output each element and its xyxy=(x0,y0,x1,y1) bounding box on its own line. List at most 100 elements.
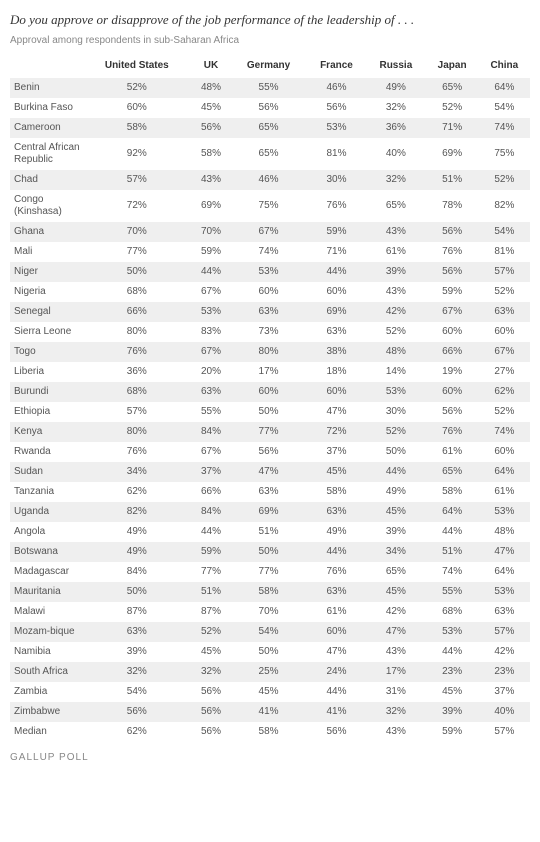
data-cell: 67% xyxy=(192,282,231,302)
data-cell: 31% xyxy=(366,682,425,702)
data-cell: 66% xyxy=(192,482,231,502)
table-row: Niger50%44%53%44%39%56%57% xyxy=(10,262,530,282)
data-cell: 47% xyxy=(307,402,366,422)
data-cell: 44% xyxy=(426,642,479,662)
row-label: Mauritania xyxy=(10,582,82,602)
source-footer: Gallup Poll xyxy=(10,752,530,763)
data-cell: 55% xyxy=(192,402,231,422)
data-cell: 25% xyxy=(230,662,306,682)
row-label: Senegal xyxy=(10,302,82,322)
table-row: Benin52%48%55%46%49%65%64% xyxy=(10,78,530,98)
data-cell: 63% xyxy=(82,622,192,642)
data-cell: 50% xyxy=(230,642,306,662)
data-cell: 84% xyxy=(82,562,192,582)
data-cell: 70% xyxy=(192,222,231,242)
data-cell: 47% xyxy=(230,462,306,482)
column-header: France xyxy=(307,56,366,78)
row-label: Mozam-bique xyxy=(10,622,82,642)
row-label: Botswana xyxy=(10,542,82,562)
data-cell: 65% xyxy=(366,562,425,582)
data-cell: 76% xyxy=(82,342,192,362)
data-cell: 60% xyxy=(307,282,366,302)
data-cell: 67% xyxy=(192,342,231,362)
data-cell: 34% xyxy=(366,542,425,562)
data-cell: 57% xyxy=(82,402,192,422)
data-cell: 20% xyxy=(192,362,231,382)
data-cell: 58% xyxy=(230,582,306,602)
data-cell: 42% xyxy=(366,602,425,622)
data-cell: 57% xyxy=(479,622,530,642)
data-cell: 63% xyxy=(307,582,366,602)
data-cell: 43% xyxy=(366,722,425,742)
data-cell: 54% xyxy=(230,622,306,642)
row-label: Liberia xyxy=(10,362,82,382)
row-label: Central African Republic xyxy=(10,138,82,170)
data-cell: 75% xyxy=(230,190,306,222)
data-cell: 62% xyxy=(82,482,192,502)
data-cell: 66% xyxy=(82,302,192,322)
data-cell: 56% xyxy=(82,702,192,722)
data-cell: 49% xyxy=(366,78,425,98)
data-cell: 45% xyxy=(426,682,479,702)
data-cell: 56% xyxy=(307,722,366,742)
data-cell: 77% xyxy=(230,562,306,582)
data-cell: 58% xyxy=(307,482,366,502)
data-cell: 65% xyxy=(426,78,479,98)
data-cell: 60% xyxy=(230,282,306,302)
data-cell: 55% xyxy=(426,582,479,602)
data-cell: 74% xyxy=(479,118,530,138)
table-row: Rwanda76%67%56%37%50%61%60% xyxy=(10,442,530,462)
data-cell: 67% xyxy=(192,442,231,462)
table-row: Zimbabwe56%56%41%41%32%39%40% xyxy=(10,702,530,722)
data-cell: 32% xyxy=(192,662,231,682)
data-cell: 52% xyxy=(366,322,425,342)
data-cell: 60% xyxy=(426,382,479,402)
data-cell: 32% xyxy=(82,662,192,682)
data-cell: 49% xyxy=(366,482,425,502)
table-row: Liberia36%20%17%18%14%19%27% xyxy=(10,362,530,382)
row-label: Zimbabwe xyxy=(10,702,82,722)
row-label: Namibia xyxy=(10,642,82,662)
data-cell: 92% xyxy=(82,138,192,170)
table-row: Congo (Kinshasa)72%69%75%76%65%78%82% xyxy=(10,190,530,222)
row-label: Malawi xyxy=(10,602,82,622)
data-cell: 34% xyxy=(82,462,192,482)
data-cell: 74% xyxy=(479,422,530,442)
table-row: Mali77%59%74%71%61%76%81% xyxy=(10,242,530,262)
data-cell: 43% xyxy=(366,222,425,242)
row-label: Niger xyxy=(10,262,82,282)
data-cell: 52% xyxy=(426,98,479,118)
data-cell: 30% xyxy=(307,170,366,190)
data-cell: 43% xyxy=(366,642,425,662)
data-cell: 56% xyxy=(192,722,231,742)
data-cell: 53% xyxy=(479,582,530,602)
data-cell: 56% xyxy=(307,98,366,118)
data-cell: 77% xyxy=(230,422,306,442)
row-label: Zambia xyxy=(10,682,82,702)
data-cell: 43% xyxy=(366,282,425,302)
data-cell: 70% xyxy=(230,602,306,622)
data-cell: 80% xyxy=(230,342,306,362)
data-cell: 51% xyxy=(192,582,231,602)
data-cell: 42% xyxy=(479,642,530,662)
data-cell: 67% xyxy=(479,342,530,362)
table-row: Burkina Faso60%45%56%56%32%52%54% xyxy=(10,98,530,118)
data-cell: 47% xyxy=(307,642,366,662)
data-cell: 60% xyxy=(307,382,366,402)
data-cell: 72% xyxy=(82,190,192,222)
data-cell: 52% xyxy=(82,78,192,98)
data-cell: 39% xyxy=(366,262,425,282)
data-cell: 56% xyxy=(192,682,231,702)
data-cell: 59% xyxy=(192,242,231,262)
data-cell: 65% xyxy=(230,118,306,138)
data-cell: 32% xyxy=(366,98,425,118)
data-cell: 45% xyxy=(192,642,231,662)
table-row: Angola49%44%51%49%39%44%48% xyxy=(10,522,530,542)
data-cell: 45% xyxy=(192,98,231,118)
data-cell: 80% xyxy=(82,422,192,442)
data-cell: 76% xyxy=(307,562,366,582)
column-header: Germany xyxy=(230,56,306,78)
data-cell: 76% xyxy=(426,242,479,262)
table-row: Nigeria68%67%60%60%43%59%52% xyxy=(10,282,530,302)
table-row: Tanzania62%66%63%58%49%58%61% xyxy=(10,482,530,502)
